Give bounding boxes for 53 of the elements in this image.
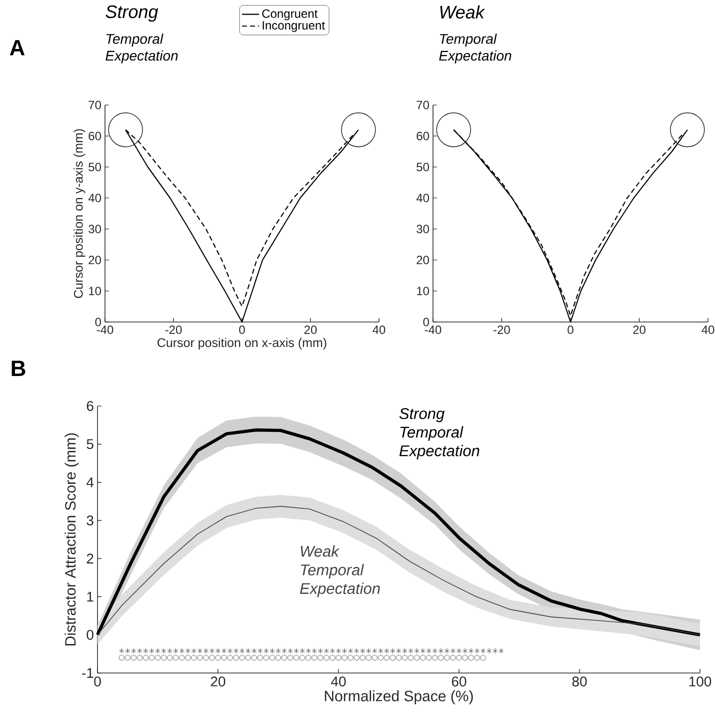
y-tick-label: 20: [88, 256, 101, 264]
y-tick-label: 2: [86, 554, 94, 564]
y-tick-label: 1: [87, 592, 94, 602]
y-tick-label: 5: [86, 439, 94, 450]
y-tick-label: 0: [423, 318, 430, 326]
y-tick-label: 4: [86, 477, 94, 488]
chart-subtitle: Temporal Expectation: [439, 34, 512, 64]
chart-title: Weak: [440, 5, 486, 19]
y-tick-label: 10: [89, 286, 101, 296]
y-tick-label: 40: [88, 194, 101, 202]
y-tick-label: 30: [88, 224, 101, 234]
legend-label: Congruent: [262, 9, 318, 20]
y-tick-label: 70: [416, 100, 430, 110]
text: B: [12, 360, 26, 376]
y-tick-label: 70: [88, 100, 101, 110]
y-tick-label: 40: [416, 194, 430, 202]
series-label: Weak Temporal Expectation: [300, 545, 380, 598]
text: A: [10, 40, 25, 56]
y-tick-label: 20: [416, 256, 430, 264]
chart-subtitle: Temporal Expectation: [106, 34, 178, 64]
y-tick-label: 3: [86, 515, 94, 526]
x-axis-title: Normalized Space (%): [324, 690, 473, 704]
x-tick-label: 0: [239, 326, 245, 334]
x-tick-label: 60: [452, 676, 466, 686]
y-tick-label: -1: [82, 668, 94, 678]
y-tick-label: 10: [417, 286, 430, 296]
x-tick-label: -40: [424, 326, 442, 334]
y-tick-label: 0: [86, 630, 94, 640]
y-tick-label: 30: [416, 224, 430, 234]
x-tick-label: 100: [689, 676, 712, 686]
x-tick-label: -20: [165, 326, 182, 334]
x-tick-label: 20: [633, 326, 646, 334]
x-tick-label: 40: [702, 326, 714, 334]
x-tick-label: 20: [210, 676, 226, 686]
legend-label: Incongruent: [262, 21, 325, 32]
chart-title: Strong: [106, 5, 158, 22]
y-axis-title: Cursor position on y-axis (mm): [74, 129, 86, 298]
x-tick-label: 40: [331, 676, 346, 686]
y-tick-label: 6: [86, 401, 94, 411]
y-tick-label: 60: [88, 132, 101, 140]
y-tick-label: 50: [88, 162, 101, 172]
y-tick-label: 50: [416, 162, 430, 172]
y-tick-label: 0: [95, 318, 102, 326]
x-axis-title: Cursor position on x-axis (mm): [158, 338, 326, 350]
y-tick-label: 60: [416, 132, 430, 140]
x-tick-label: 80: [572, 676, 587, 686]
x-tick-label: 40: [372, 326, 386, 334]
x-tick-label: -20: [494, 326, 510, 334]
series-label: Strong Temporal Expectation: [399, 408, 480, 460]
y-axis-title: Distractor Attraction Score (mm): [64, 433, 79, 646]
x-tick-label: 0: [568, 326, 574, 334]
x-tick-label: 20: [304, 326, 317, 334]
x-tick-label: -40: [96, 326, 114, 334]
